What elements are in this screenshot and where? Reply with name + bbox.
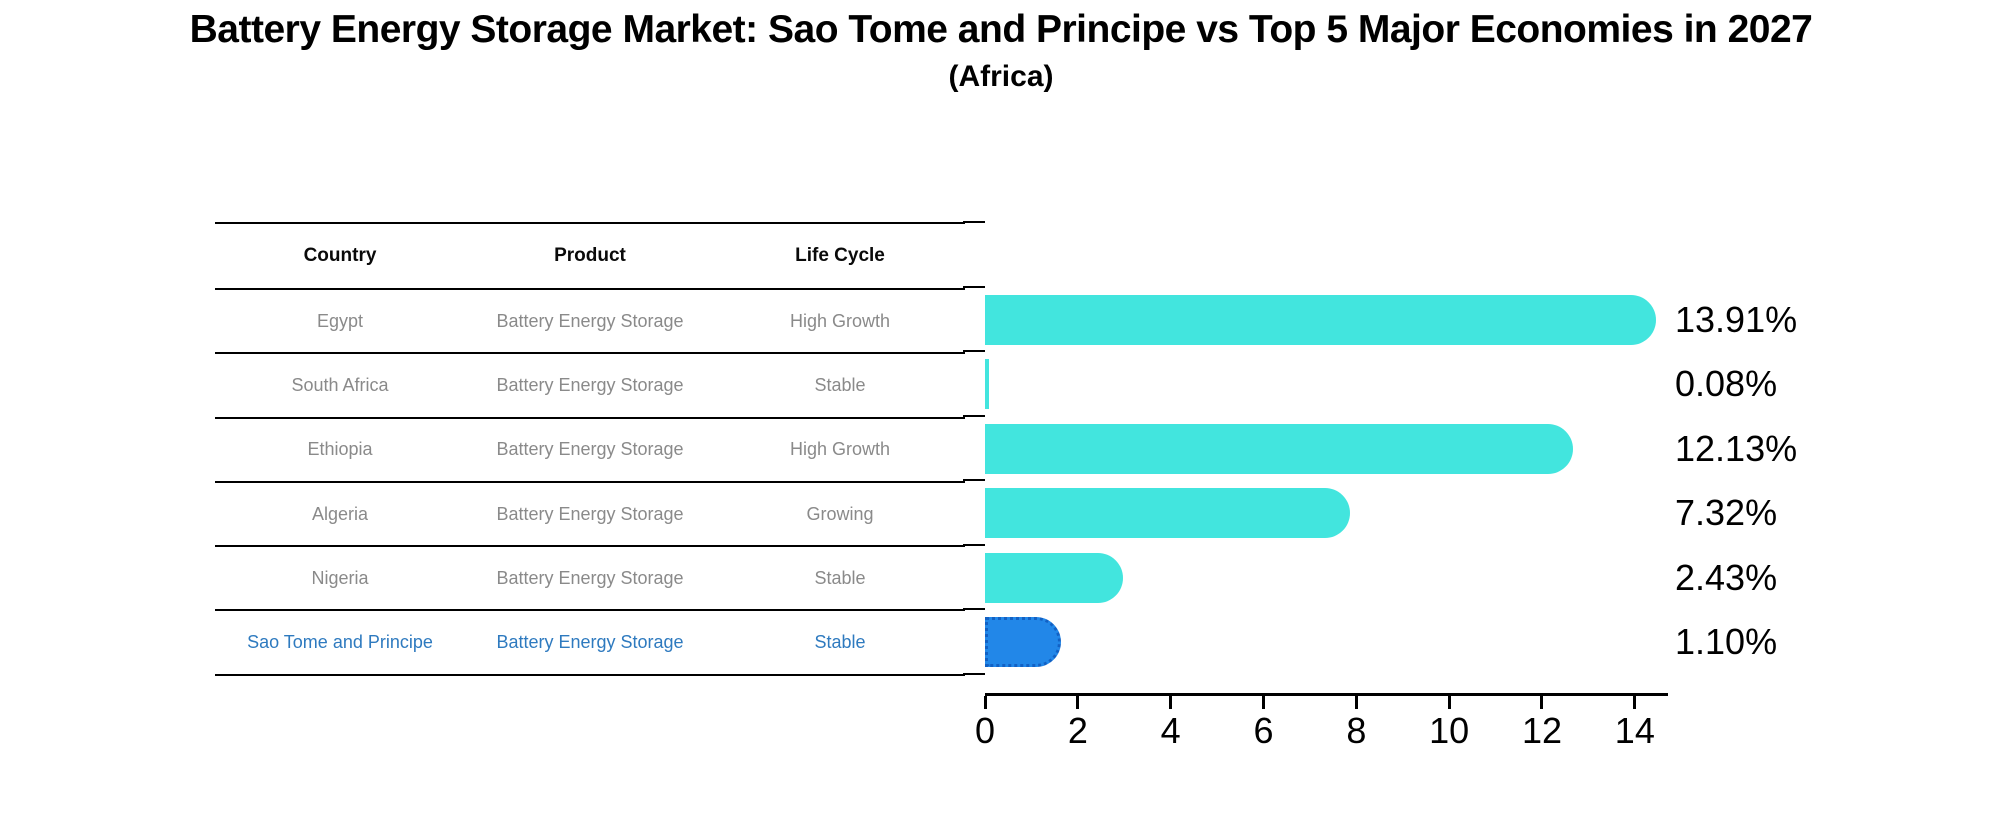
value-label-nigeria: 2.43% — [1675, 556, 1778, 598]
x-tick — [1633, 696, 1637, 709]
cell-country: South Africa — [291, 374, 389, 395]
bar-plot: 13.91% 0.08% 12.13% 7.32% 2.43% 1.10% 0 2 4 6 8 10 1… — [963, 221, 1797, 751]
x-tick-label: 10 — [1429, 710, 1470, 751]
value-label-sao-tome-and-principe: 1.10% — [1675, 621, 1778, 663]
cell-product: Battery Energy Storage — [496, 310, 684, 331]
x-tick — [983, 696, 987, 709]
table-row-sao-tome-and-principe: Sao Tome and Principe Battery Energy Stor… — [215, 611, 965, 676]
value-label-south-africa: 0.08% — [1675, 363, 1778, 405]
y-tick — [963, 285, 985, 288]
cell-country: Ethiopia — [307, 439, 373, 460]
header-cell-product: Product — [554, 245, 626, 266]
x-tick — [1354, 696, 1358, 709]
x-tick-label: 4 — [1160, 710, 1181, 751]
header-cell-life-cycle: Life Cycle — [795, 245, 885, 266]
highlighted-bar-sao-tome-and-principe — [985, 617, 1062, 668]
y-tick — [963, 479, 985, 482]
cell-life-cycle: Growing — [806, 503, 874, 524]
table-row-nigeria: Nigeria Battery Energy Storage Stable — [215, 547, 965, 612]
cell-product: Battery Energy Storage — [496, 374, 684, 395]
header-cell-country: Country — [303, 245, 377, 266]
table-row-ethiopia: Ethiopia Battery Energy Storage High Growt… — [215, 419, 965, 483]
value-label-ethiopia: 12.13% — [1675, 427, 1798, 469]
y-tick — [963, 608, 985, 611]
bar-nigeria — [985, 552, 1123, 603]
cell-product: Battery Energy Storage — [496, 632, 684, 653]
bar-ethiopia — [985, 423, 1574, 474]
cell-country: Sao Tome and Principe — [247, 632, 433, 653]
cell-life-cycle: Stable — [814, 374, 866, 395]
x-tick — [1076, 696, 1080, 709]
x-tick-label: 8 — [1346, 710, 1367, 751]
x-axis-spine — [985, 693, 1668, 696]
cell-life-cycle: Stable — [814, 567, 866, 588]
table-row-egypt: Egypt Battery Energy Storage High Growth — [215, 290, 965, 355]
x-tick-label: 2 — [1067, 710, 1088, 751]
cell-life-cycle: High Growth — [789, 310, 891, 331]
table-header-row: Country Product Life Cycle — [215, 224, 965, 290]
x-tick-label: 14 — [1614, 710, 1655, 751]
table-row-algeria: Algeria Battery Energy Storage Growing — [215, 483, 965, 548]
cell-life-cycle: Stable — [814, 632, 866, 653]
y-tick — [963, 414, 985, 417]
x-tick-label: 0 — [974, 710, 996, 751]
table-body: Egypt Battery Energy Storage High Growth So… — [215, 290, 965, 676]
data-table: Country Product Life Cycle Egypt Battery En… — [215, 222, 965, 676]
cell-product: Battery Energy Storage — [496, 567, 684, 588]
cell-product: Battery Energy Storage — [496, 503, 684, 524]
cell-country: Egypt — [316, 310, 364, 331]
y-tick — [963, 543, 985, 546]
x-tick — [1169, 696, 1173, 709]
x-tick-label: 12 — [1521, 710, 1562, 751]
y-tick — [963, 672, 985, 675]
value-label-egypt: 13.91% — [1675, 298, 1798, 340]
bar-egypt — [985, 294, 1656, 345]
x-tick-label: 6 — [1253, 710, 1274, 751]
cell-product: Battery Energy Storage — [496, 439, 684, 460]
value-label-algeria: 7.32% — [1675, 492, 1778, 534]
x-tick — [1540, 696, 1544, 709]
x-tick — [1447, 696, 1451, 709]
chart-subtitle: (Africa) — [948, 60, 1054, 93]
bar-south-africa — [985, 359, 989, 410]
cell-country: Nigeria — [311, 567, 369, 588]
chart-title: Battery Energy Storage Market: Sao Tome … — [189, 8, 1813, 51]
y-tick — [963, 221, 985, 223]
table-row-south-africa: South Africa Battery Energy Storage Stable — [215, 354, 965, 419]
x-tick — [1261, 696, 1265, 709]
cell-country: Algeria — [311, 503, 369, 524]
y-tick — [963, 350, 985, 353]
cell-life-cycle: High Growth — [789, 439, 891, 460]
bar-algeria — [985, 488, 1350, 539]
